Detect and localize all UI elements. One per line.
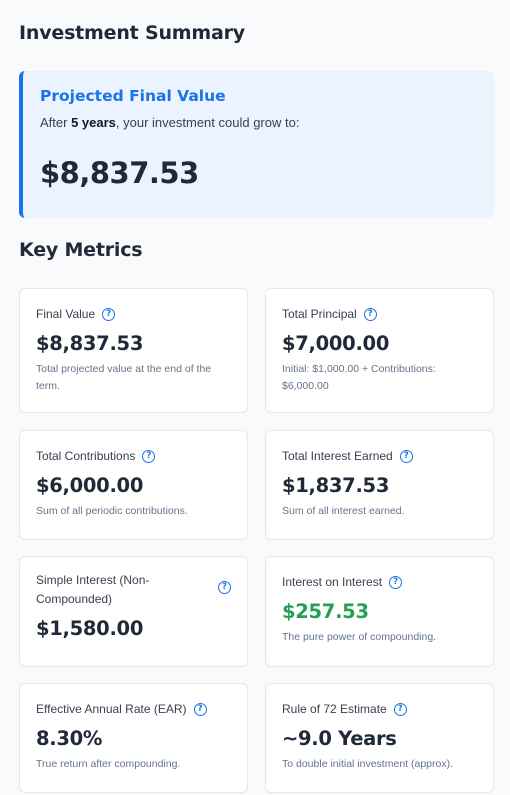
help-icon[interactable]: ? — [193, 703, 207, 716]
metric-label: Final Value — [36, 307, 96, 321]
metric-value: $1,837.53 — [282, 474, 390, 497]
metric-card-simple-interest: Simple Interest (Non-Compounded)? $1,580… — [19, 556, 248, 667]
hero-sub-after: , your investment could grow to: — [115, 115, 300, 130]
metric-label: Total Principal — [282, 307, 357, 321]
hero-final-value: $8,837.53 — [40, 156, 199, 190]
metric-card-effective-annual-rate: Effective Annual Rate (EAR)? 8.30% True … — [19, 683, 248, 793]
help-icon[interactable]: ? — [142, 450, 156, 463]
metric-description: True return after compounding. — [36, 758, 181, 770]
metric-value: $6,000.00 — [36, 474, 144, 497]
summary-title: Investment Summary — [19, 22, 245, 44]
key-metrics-title: Key Metrics — [19, 239, 143, 261]
metric-label-row: Rule of 72 Estimate? — [282, 700, 477, 719]
help-icon[interactable]: ? — [363, 308, 377, 321]
metric-value: $257.53 — [282, 600, 369, 623]
metric-description: To double initial investment (approx). — [282, 758, 454, 770]
metric-label: Interest on Interest — [282, 575, 383, 589]
metric-label-row: Total Interest Earned? — [282, 447, 477, 466]
metric-card-total-interest-earned: Total Interest Earned? $1,837.53 Sum of … — [265, 430, 494, 540]
metric-value: $8,837.53 — [36, 332, 144, 355]
help-icon[interactable]: ? — [218, 581, 231, 594]
metric-label: Total Interest Earned — [282, 449, 393, 463]
help-icon[interactable]: ? — [393, 703, 407, 716]
hero-title: Projected Final Value — [40, 87, 226, 105]
metric-card-total-principal: Total Principal? $7,000.00 Initial: $1,0… — [265, 288, 494, 413]
metric-card-interest-on-interest: Interest on Interest? $257.53 The pure p… — [265, 556, 494, 667]
metric-label: Simple Interest (Non-Compounded) — [36, 573, 150, 606]
hero-sub-years: 5 years — [71, 115, 116, 130]
metric-label-row: Effective Annual Rate (EAR)? — [36, 700, 231, 719]
metric-label-row: Final Value? — [36, 305, 231, 324]
metric-description: The pure power of compounding. — [282, 631, 437, 643]
metric-card-rule-of-72: Rule of 72 Estimate? ~9.0 Years To doubl… — [265, 683, 494, 793]
hero-subtitle: After 5 years, your investment could gro… — [40, 115, 494, 130]
metric-value: $7,000.00 — [282, 332, 390, 355]
metric-label: Effective Annual Rate (EAR) — [36, 702, 187, 716]
metric-description: Initial: $1,000.00 + Contributions: $6,0… — [282, 363, 436, 392]
metric-label: Rule of 72 Estimate — [282, 702, 387, 716]
metric-card-final-value: Final Value? $8,837.53 Total projected v… — [19, 288, 248, 413]
metric-description: Sum of all interest earned. — [282, 505, 405, 517]
metric-card-total-contributions: Total Contributions? $6,000.00 Sum of al… — [19, 430, 248, 540]
projected-final-value-card: Projected Final Value After 5 years, you… — [19, 71, 494, 218]
help-icon[interactable]: ? — [399, 450, 413, 463]
metric-label-row: Total Principal? — [282, 305, 477, 324]
metric-description: Sum of all periodic contributions. — [36, 505, 188, 517]
help-icon[interactable]: ? — [102, 308, 116, 321]
hero-sub-before: After — [40, 115, 72, 130]
metric-description: Total projected value at the end of the … — [36, 363, 212, 392]
metric-label-row: Interest on Interest? — [282, 573, 477, 592]
metric-value: ~9.0 Years — [282, 727, 397, 750]
metric-label-row: Simple Interest (Non-Compounded)? — [36, 571, 231, 609]
metric-value: 8.30% — [36, 727, 103, 750]
help-icon[interactable]: ? — [389, 576, 403, 589]
metric-value: $1,580.00 — [36, 617, 144, 640]
metric-label: Total Contributions — [36, 449, 136, 463]
metric-label-row: Total Contributions? — [36, 447, 231, 466]
